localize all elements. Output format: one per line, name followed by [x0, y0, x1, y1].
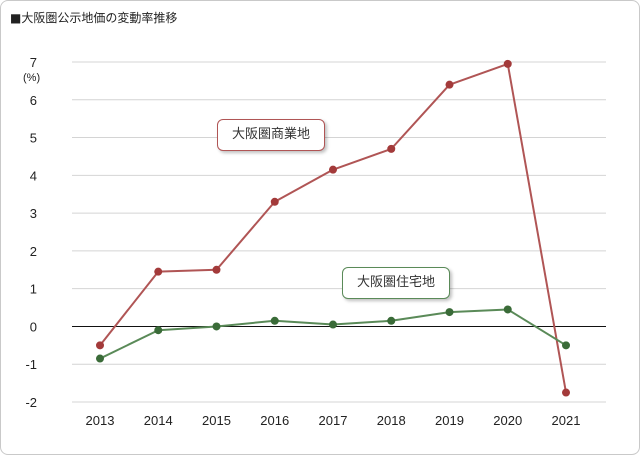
- x-tick-label: 2021: [552, 413, 581, 428]
- y-tick-label: 5: [30, 131, 37, 146]
- series-line-1: [99, 308, 567, 360]
- y-tick-label: 4: [30, 168, 37, 183]
- data-point: [270, 197, 279, 206]
- y-tick-label: -1: [25, 357, 37, 372]
- x-tick-label: 2017: [319, 413, 348, 428]
- y-axis-ticks: 7 6 5 4 3 2 1 0 -1 -2: [25, 55, 37, 410]
- chart-title: ■大阪圏公示地価の変動率推移: [10, 11, 178, 25]
- series-layer: [96, 59, 570, 397]
- data-point: [445, 80, 454, 89]
- x-axis-ticks: 2013 2014 2015 2016 2017 2018 2019 2020 2021: [86, 413, 581, 428]
- data-point: [212, 322, 221, 331]
- data-point: [503, 305, 512, 314]
- data-point: [387, 316, 396, 325]
- data-point: [96, 341, 104, 350]
- data-point: [503, 59, 512, 68]
- x-tick-label: 2018: [377, 413, 406, 428]
- data-point: [96, 354, 104, 363]
- y-tick-label: 0: [30, 319, 37, 334]
- y-tick-label: 2: [30, 244, 37, 259]
- data-point: [329, 165, 337, 174]
- data-point: [562, 341, 570, 350]
- series-line-0: [99, 62, 567, 393]
- y-tick-label: 1: [30, 282, 37, 297]
- x-tick-label: 2019: [435, 413, 464, 428]
- data-point: [212, 265, 221, 274]
- y-tick-label: 3: [30, 206, 37, 221]
- data-point: [154, 326, 163, 335]
- x-tick-label: 2016: [260, 413, 289, 428]
- data-point: [562, 388, 570, 397]
- data-point: [445, 308, 454, 317]
- series-label-residential: 大阪圏住宅地: [342, 267, 451, 299]
- x-tick-label: 2014: [144, 413, 173, 428]
- data-point: [387, 144, 396, 153]
- y-axis-unit: (%): [23, 72, 40, 84]
- x-tick-label: 2015: [202, 413, 231, 428]
- y-tick-label: -2: [25, 395, 37, 410]
- grid-lines: [72, 61, 606, 403]
- x-tick-label: 2020: [493, 413, 522, 428]
- series-label-commercial: 大阪圏商業地: [217, 119, 326, 151]
- data-point: [154, 267, 163, 276]
- data-point: [270, 316, 279, 325]
- x-tick-label: 2013: [86, 413, 115, 428]
- y-tick-label: 7: [30, 55, 37, 70]
- data-point: [329, 320, 337, 329]
- y-tick-label: 6: [30, 93, 37, 108]
